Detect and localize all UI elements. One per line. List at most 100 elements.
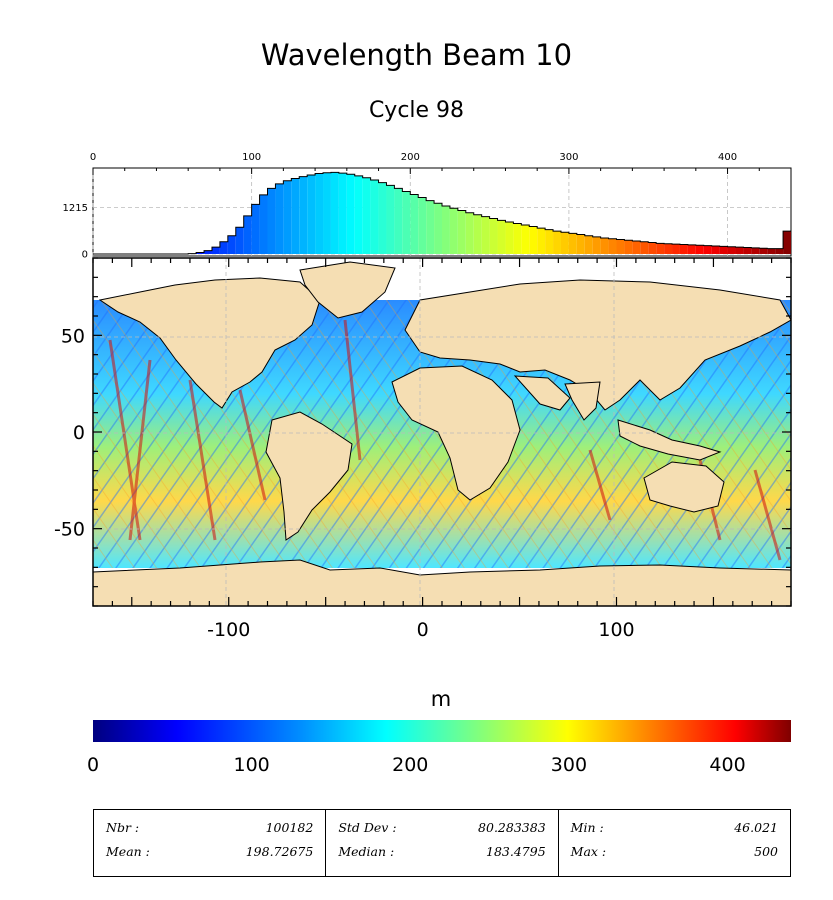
histogram-bar (394, 188, 403, 254)
histogram-bar (338, 173, 347, 254)
histogram-bar (426, 200, 435, 254)
histogram-bar (457, 210, 466, 254)
landmass-south-america (265, 411, 353, 541)
histogram-bar (775, 248, 784, 254)
landmass-antarctica (93, 559, 791, 606)
max-value: 500 (754, 844, 778, 859)
stats-cell-count: Nbr : 100182 Mean : 198.72675 (94, 810, 327, 876)
landmass-eurasia (404, 279, 791, 411)
map-x-tick-label: 0 (417, 619, 429, 641)
histogram-bar (513, 223, 522, 254)
mean-label: Mean : (106, 844, 150, 859)
stats-cell-range: Min : 46.021 Max : 500 (559, 810, 790, 876)
histogram-bar (267, 188, 276, 254)
histogram-bar (560, 232, 569, 254)
histogram-bar (378, 182, 387, 254)
histogram-bar (719, 246, 728, 254)
histogram-bar (711, 245, 720, 254)
histogram-bar (537, 228, 546, 254)
colorbar-gradient (93, 720, 791, 742)
map-content (93, 258, 791, 606)
histogram-bar (727, 246, 736, 254)
histogram-bar (648, 242, 657, 254)
median-label: Median : (338, 844, 395, 859)
histogram-x-tick-label: 400 (718, 152, 737, 163)
histogram: 0 100 200 300 400 0 1215 (63, 152, 792, 261)
histogram-x-tick-label: 200 (401, 152, 420, 163)
histogram-bar (330, 172, 339, 254)
histogram-bar (275, 183, 284, 254)
histogram-bar (743, 247, 752, 254)
histogram-y-ticks: 0 1215 (63, 203, 88, 260)
histogram-bar (632, 241, 641, 254)
histogram-bar (243, 215, 252, 254)
histogram-bar (204, 250, 212, 254)
histogram-bar (703, 245, 712, 254)
std-value: 80.283383 (478, 820, 546, 835)
histogram-bar (386, 185, 395, 254)
histogram-bar (640, 241, 649, 254)
histogram-bar (291, 178, 300, 254)
stats-cell-spread: Std Dev : 80.283383 Median : 183.4795 (326, 810, 559, 876)
histogram-bar (687, 244, 696, 254)
colorbar-ticks: 0 100 200 300 400 (87, 754, 746, 776)
histogram-bar (370, 180, 379, 254)
histogram-bar (465, 212, 474, 254)
histogram-bar (227, 235, 236, 254)
histogram-bar (505, 221, 514, 254)
histogram-bar (307, 175, 316, 254)
map-gridlines (93, 258, 791, 606)
histogram-bar (418, 197, 427, 254)
histogram-bar (545, 229, 554, 254)
histogram-bar (735, 247, 744, 254)
histogram-bar (402, 191, 411, 254)
histogram-bar (664, 243, 673, 254)
histogram-outline (93, 171, 791, 255)
histogram-bar (695, 245, 704, 254)
histogram-bar (584, 235, 593, 254)
histogram-bar (362, 177, 371, 254)
histogram-bar (568, 233, 577, 254)
histogram-bar (473, 214, 482, 254)
min-value: 46.021 (734, 820, 778, 835)
histogram-bar (672, 244, 680, 254)
histogram-x-tick-label: 100 (242, 152, 261, 163)
colorbar-tick-label: 100 (234, 754, 270, 776)
histogram-bar (751, 247, 760, 254)
histogram-bar (323, 172, 331, 254)
colorbar-tick-label: 400 (709, 754, 745, 776)
landmass-greenland (299, 261, 396, 319)
histogram-bar (553, 231, 561, 254)
histogram-bar (196, 252, 205, 254)
histogram-bar (481, 216, 490, 254)
histogram-bar (767, 248, 776, 254)
histogram-bar (283, 180, 292, 254)
statistics-table: Nbr : 100182 Mean : 198.72675 Std Dev : 80.… (93, 809, 791, 877)
histogram-bar (489, 218, 498, 254)
landmass-north-america (98, 277, 321, 409)
map-x-tick-label: 100 (598, 619, 634, 641)
median-value: 183.4795 (486, 844, 546, 859)
nbr-value: 100182 (265, 820, 314, 835)
histogram-bar (759, 248, 768, 254)
histogram-y-tick-label: 1215 (63, 203, 88, 214)
histogram-bar (442, 205, 450, 254)
histogram-bar (354, 175, 363, 254)
colorbar-tick-label: 300 (551, 754, 587, 776)
max-label: Max : (570, 844, 607, 859)
page-subtitle: Cycle 98 (368, 98, 465, 123)
colorbar-unit: m (431, 687, 451, 711)
colorbar-tick-label: 0 (87, 754, 99, 776)
page-title: Wavelength Beam 10 (260, 38, 573, 72)
histogram-bar (592, 236, 601, 254)
histogram-bar (346, 174, 355, 254)
map-y-tick-label: 0 (73, 422, 85, 444)
map-ticks: -100 0 100 50 0 -50 (54, 257, 792, 641)
map-y-tick-label: 50 (61, 325, 85, 347)
histogram-y-tick-label: 0 (82, 250, 88, 261)
histogram-x-tick-label: 300 (559, 152, 578, 163)
nbr-label: Nbr : (106, 820, 140, 835)
histogram-bar (434, 203, 442, 254)
histogram-bar (576, 234, 585, 254)
